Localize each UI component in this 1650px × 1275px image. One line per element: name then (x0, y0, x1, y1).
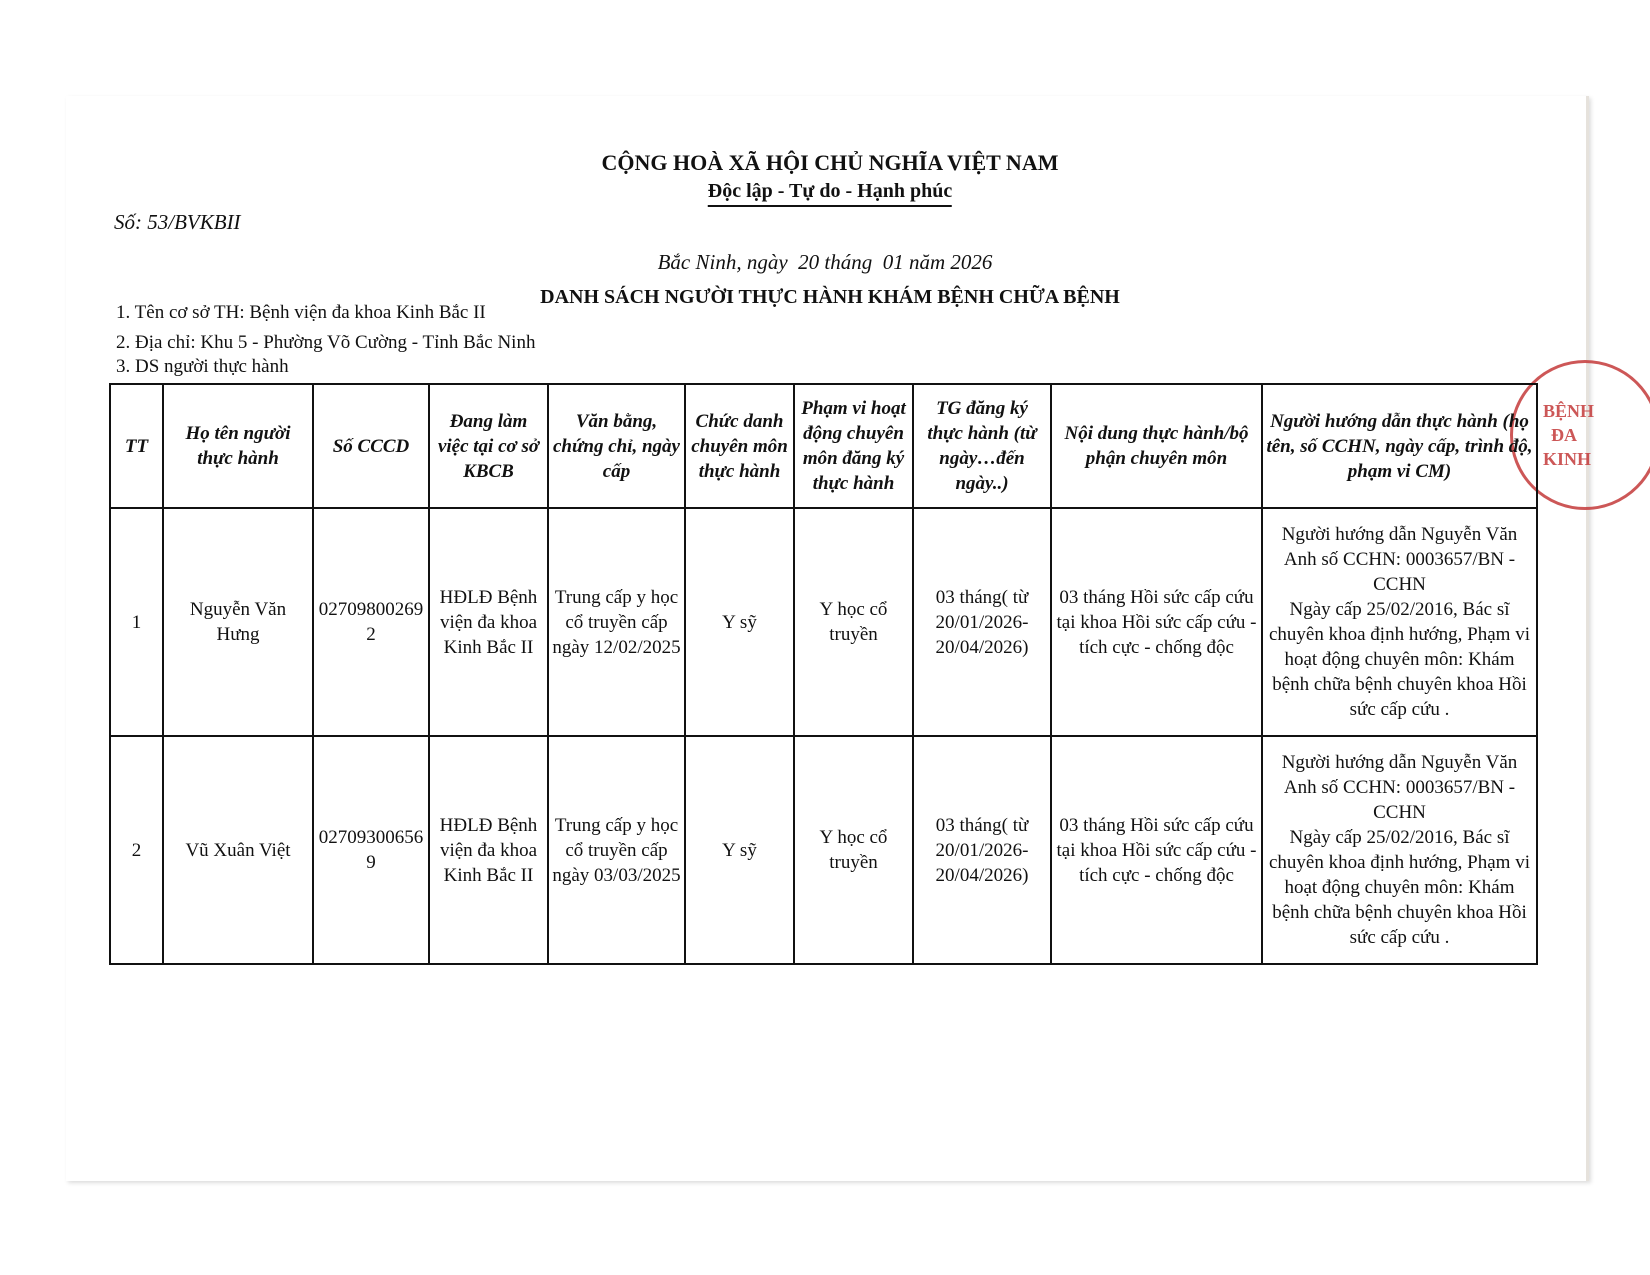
motto: Độc lập - Tự do - Hạnh phúc (707, 180, 953, 207)
table-cell: HĐLĐ Bệnh viện đa khoa Kinh Bắc II (428, 735, 549, 965)
cell-paragraph: Người hướng dẫn Nguyễn Văn Anh số CCHN: … (1281, 524, 1518, 595)
practitioner-table: TT Họ tên người thực hành Số CCCD Đang làm … (109, 383, 1538, 965)
column-header: Phạm vi hoạt động chuyên môn đăng ký thự… (793, 383, 914, 509)
national-header: CỘNG HOÀ XÃ HỘI CHỦ NGHĨA VIỆT NAM (601, 150, 1059, 175)
table-cell: Y học cổ truyền (793, 735, 914, 965)
table-cell: 2 (109, 735, 164, 965)
table-cell: 03 tháng Hồi sức cấp cứu tại khoa Hồi sứ… (1050, 507, 1263, 737)
cell-paragraph: Ngày cấp 25/02/2016, Bác sĩ chuyên khoa … (1269, 599, 1530, 720)
table-cell: HĐLĐ Bệnh viện đa khoa Kinh Bắc II (428, 507, 549, 737)
column-header: Nội dung thực hành/bộ phận chuyên môn (1050, 383, 1263, 509)
table-cell: 027098002692 (312, 507, 430, 737)
table-body: 1 Nguyễn Văn Hưng 027098002692 HĐLĐ Bệnh vi… (109, 507, 1538, 965)
table-row: 1 Nguyễn Văn Hưng 027098002692 HĐLĐ Bệnh vi… (109, 507, 1538, 737)
info-line: 1. Tên cơ sở TH: Bệnh viện đa khoa Kinh … (116, 302, 486, 323)
stamp-text: ĐA (1551, 425, 1577, 445)
column-header: TT (109, 383, 164, 509)
info-line: 3. DS người thực hành (116, 356, 289, 377)
cell-paragraph: Ngày cấp 25/02/2016, Bác sĩ chuyên khoa … (1269, 827, 1530, 948)
table-cell: Nguyễn Văn Hưng (162, 507, 314, 737)
header-row: TT Họ tên người thực hành Số CCCD Đang làm … (109, 383, 1538, 509)
stamp-text: BỆNH (1543, 401, 1595, 421)
table-cell: 027093006569 (312, 735, 430, 965)
cell-paragraph: Người hướng dẫn Nguyễn Văn Anh số CCHN: … (1281, 752, 1518, 823)
table-cell: 1 (109, 507, 164, 737)
table-cell: 03 tháng( từ 20/01/2026-20/04/2026) (912, 735, 1052, 965)
table-cell: Y sỹ (684, 507, 795, 737)
document-number: Số: 53/BVKBII (114, 210, 241, 234)
column-header: Người hướng dẫn thực hành (họ tên, số CC… (1261, 383, 1538, 509)
table-cell: Người hướng dẫn Nguyễn Văn Anh số CCHN: … (1261, 735, 1538, 965)
table-cell: 03 tháng Hồi sức cấp cứu tại khoa Hồi sứ… (1050, 735, 1263, 965)
table-cell: Y học cổ truyền (793, 507, 914, 737)
table-cell: Vũ Xuân Việt (162, 735, 314, 965)
table-cell: Trung cấp y học cổ truyền cấp ngày 03/03… (547, 735, 686, 965)
info-line: 2. Địa chỉ: Khu 5 - Phường Võ Cường - Tỉ… (116, 332, 536, 353)
column-header: Chức danh chuyên môn thực hành (684, 383, 795, 509)
table-cell: Y sỹ (684, 735, 795, 965)
table-cell: 03 tháng( từ 20/01/2026-20/04/2026) (912, 507, 1052, 737)
stamp-text: KINH (1543, 449, 1592, 469)
column-header: Đang làm việc tại cơ sở KBCB (428, 383, 549, 509)
column-header: Văn bằng, chứng chỉ, ngày cấp (547, 383, 686, 509)
date-line: Bắc Ninh, ngày 20 tháng 01 năm 2026 (657, 250, 993, 274)
table-cell: Trung cấp y học cổ truyền cấp ngày 12/02… (547, 507, 686, 737)
column-header: Họ tên người thực hành (162, 383, 314, 509)
column-header: Số CCCD (312, 383, 430, 509)
document-title: DANH SÁCH NGƯỜI THỰC HÀNH KHÁM BỆNH CHỮA… (540, 286, 1120, 308)
table-cell: Người hướng dẫn Nguyễn Văn Anh số CCHN: … (1261, 507, 1538, 737)
column-header: TG đăng ký thực hành (từ ngày…đến ngày..… (912, 383, 1052, 509)
table-row: 2 Vũ Xuân Việt 027093006569 HĐLĐ Bệnh viện … (109, 735, 1538, 965)
